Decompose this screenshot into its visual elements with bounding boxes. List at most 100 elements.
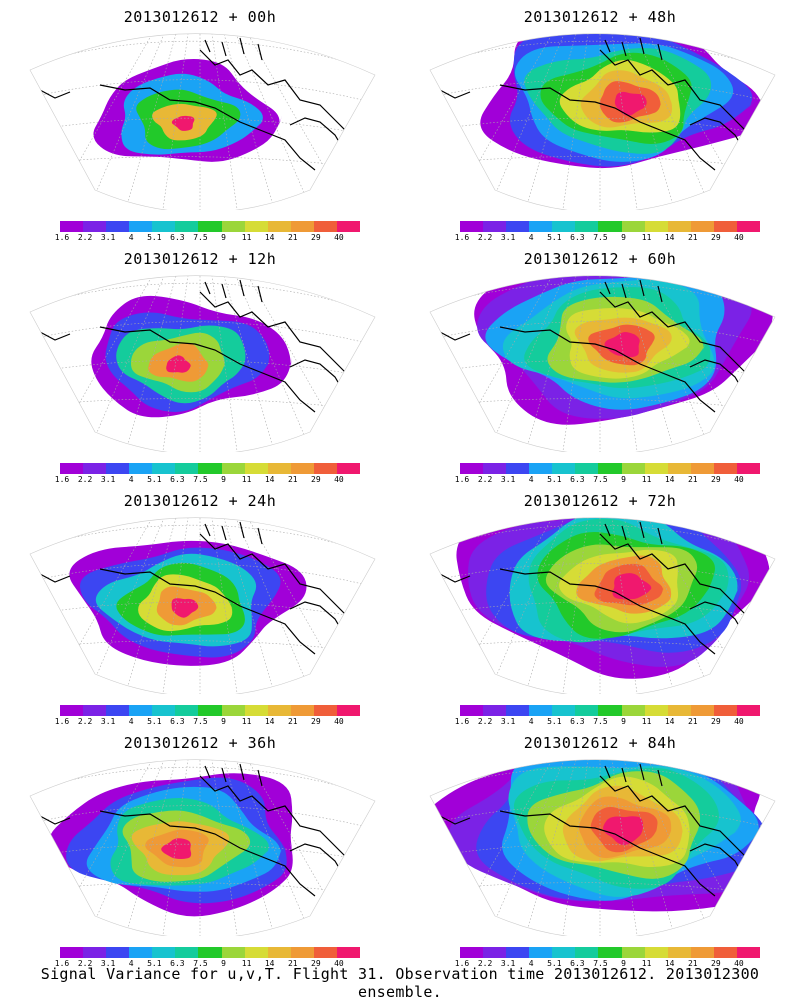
- colorbar-swatch: [244, 705, 268, 716]
- panel-title: 2013012612 + 36h: [123, 734, 277, 752]
- colorbar-swatch: [198, 463, 222, 474]
- coastline: [30, 521, 356, 655]
- colorbar-swatch: [736, 705, 761, 716]
- colorbar-tick-label: 11: [641, 959, 652, 968]
- variance-field: [474, 275, 773, 425]
- colorbar-swatch: [244, 463, 268, 474]
- colorbar-tick-label: 4: [528, 233, 534, 242]
- colorbar-tick-label: 6.3: [570, 233, 585, 242]
- colorbar-tick-label: 1.6: [54, 717, 70, 726]
- forecast-panel-72h: 2013012612 + 72h 1.6 2.2 3.1 4 5.1 6.3 7.5 9 11 1…: [400, 484, 800, 726]
- variance-map: [429, 759, 776, 936]
- colorbar-swatch: [106, 705, 130, 716]
- colorbar-tick-label: 3.1: [100, 233, 116, 242]
- colorbar-tick-label: 21: [287, 233, 298, 242]
- colorbar-swatch: [267, 463, 291, 474]
- coastline: [30, 763, 356, 897]
- variance-map: [429, 517, 776, 694]
- colorbar-tick-label: 5.1: [147, 233, 162, 242]
- colorbar-tick-label: 4: [528, 475, 534, 484]
- colorbar-labels: 1.6 2.2 3.1 4 5.1 6.3 7.5 9 11 14 21 29 40: [55, 717, 360, 727]
- colorbar-tick-label: 9: [621, 959, 626, 968]
- colorbar-swatch: [621, 705, 645, 716]
- colorbar-swatch: [506, 463, 530, 474]
- colorbar-swatch: [736, 947, 761, 958]
- graticule: [430, 759, 775, 936]
- colorbar-tick-label: 4: [128, 717, 134, 726]
- colorbar-tick-label: 5.1: [147, 475, 162, 484]
- colorbar-tick-label: 21: [687, 475, 698, 484]
- colorbar-swatch: [506, 221, 530, 232]
- colorbar-tick-label: 4: [528, 717, 534, 726]
- colorbar-swatch: [575, 705, 599, 716]
- colorbar-labels: 1.6 2.2 3.1 4 5.1 6.3 7.5 9 11 14 21 29 40: [455, 959, 760, 969]
- colorbar-tick-label: 7.5: [593, 717, 608, 726]
- colorbar-swatch: [667, 221, 691, 232]
- colorbar-swatch: [483, 947, 507, 958]
- colorbar-tick-label: 2.2: [77, 475, 93, 484]
- colorbar-tick-label: 9: [221, 717, 226, 726]
- colorbar-tick-label: 14: [264, 233, 275, 242]
- colorbar-labels: 1.6 2.2 3.1 4 5.1 6.3 7.5 9 11 14 21 29 40: [55, 959, 360, 969]
- colorbar: [60, 463, 361, 474]
- variance-field: [430, 759, 770, 912]
- colorbar-swatch: [244, 947, 268, 958]
- colorbar-swatch: [129, 705, 153, 716]
- colorbar: [460, 705, 761, 716]
- colorbar-swatch: [460, 947, 484, 958]
- colorbar-swatch: [713, 947, 737, 958]
- colorbar-tick-label: 29: [311, 959, 321, 968]
- forecast-panel-36h: 2013012612 + 36h 1.6 2.2 3.1 4 5.1 6.3 7.5 9 11 1…: [0, 726, 400, 969]
- colorbar-swatch: [598, 947, 622, 958]
- colorbar-tick-label: 3.1: [500, 475, 516, 484]
- colorbar-tick-label: 1.6: [54, 475, 70, 484]
- colorbar-tick-label: 9: [621, 233, 626, 242]
- colorbar-swatch: [690, 947, 714, 958]
- colorbar-swatch: [529, 947, 553, 958]
- colorbar-swatch: [506, 705, 530, 716]
- colorbar-swatch: [221, 705, 245, 716]
- colorbar: [460, 221, 761, 232]
- colorbar-tick-label: 11: [241, 959, 252, 968]
- variance-field: [48, 773, 294, 917]
- variance-field: [456, 517, 774, 679]
- colorbar-swatch: [175, 947, 199, 958]
- colorbar-swatch: [313, 947, 337, 958]
- colorbar-swatch: [267, 705, 291, 716]
- colorbar-tick-label: 1.6: [454, 475, 470, 484]
- variance-map: [29, 517, 376, 694]
- colorbar-tick-label: 14: [264, 959, 275, 968]
- colorbar-swatch: [506, 947, 530, 958]
- colorbar-swatch: [483, 463, 507, 474]
- colorbar-tick-label: 14: [664, 475, 675, 484]
- colorbar-tick-label: 11: [241, 717, 252, 726]
- panel-title: 2013012612 + 12h: [123, 250, 277, 268]
- colorbar-tick-label: 40: [734, 717, 744, 726]
- colorbar-swatch: [336, 705, 361, 716]
- colorbar-tick-label: 11: [641, 233, 652, 242]
- forecast-panel-0h: 2013012612 + 00h 1.6 2.2 3.1 4 5.1 6.3 7.5 9 11 1…: [0, 0, 400, 242]
- colorbar-tick-label: 40: [334, 475, 344, 484]
- variance-map: [429, 33, 776, 210]
- colorbar-swatch: [83, 221, 107, 232]
- colorbar-tick-label: 21: [287, 717, 298, 726]
- forecast-panel-60h: 2013012612 + 60h 1.6 2.2 3.1 4 5.1 6.3 7.5 9 11 1…: [400, 242, 800, 484]
- colorbar-tick-label: 9: [221, 475, 226, 484]
- colorbar-tick-label: 7.5: [193, 475, 208, 484]
- colorbar-swatch: [198, 221, 222, 232]
- colorbar-tick-label: 3.1: [500, 233, 516, 242]
- colorbar-tick-label: 21: [287, 475, 298, 484]
- colorbar-tick-label: 3.1: [100, 717, 116, 726]
- colorbar-tick-label: 6.3: [170, 475, 185, 484]
- graticule: [430, 275, 775, 452]
- colorbar-swatch: [267, 947, 291, 958]
- colorbar-swatch: [221, 947, 245, 958]
- forecast-panel-48h: 2013012612 + 48h 1.6 2.2 3.1 4 5.1 6.3 7.5 9 11 1…: [400, 0, 800, 242]
- colorbar-tick-label: 11: [241, 475, 252, 484]
- colorbar-tick-label: 1.6: [454, 959, 470, 968]
- panel-title: 2013012612 + 72h: [523, 492, 677, 510]
- colorbar-tick-label: 40: [734, 475, 744, 484]
- colorbar-swatch: [598, 463, 622, 474]
- colorbar: [60, 221, 361, 232]
- colorbar-swatch: [83, 705, 107, 716]
